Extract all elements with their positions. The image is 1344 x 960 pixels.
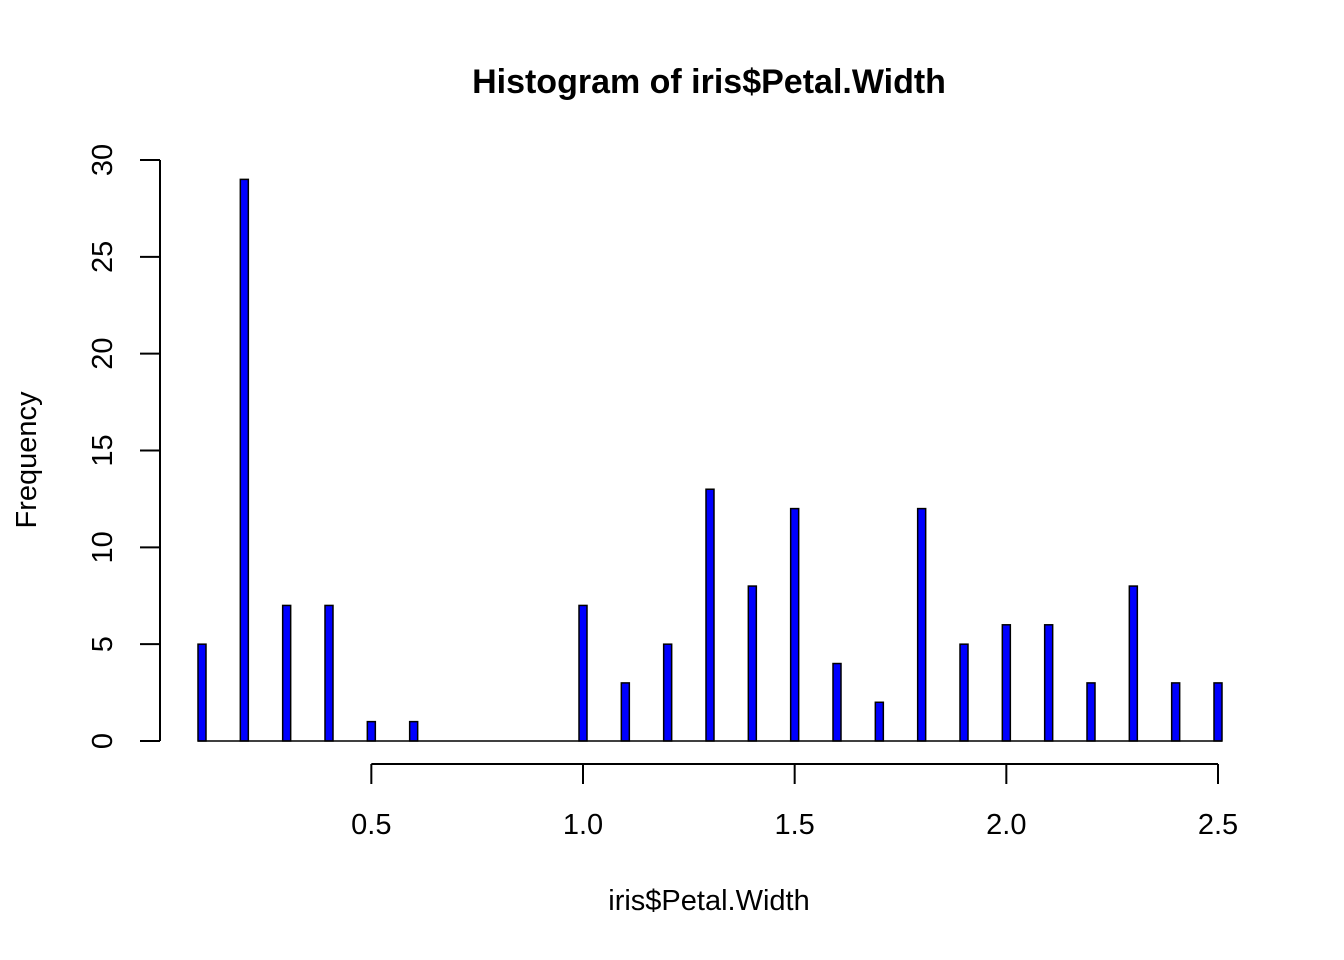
- histogram-bar: [662, 643, 673, 742]
- histogram-bar: [874, 701, 885, 742]
- x-tick-label: 0.5: [351, 809, 391, 841]
- y-tick-label: 15: [87, 434, 119, 466]
- histogram-bar: [578, 604, 588, 742]
- histogram-bar: [324, 604, 334, 742]
- histogram-bar: [197, 643, 207, 742]
- y-tick-label: 30: [87, 144, 119, 176]
- chart-title: Histogram of iris$Petal.Width: [472, 63, 946, 101]
- y-axis-label: Frequency: [11, 391, 43, 529]
- histogram-bar: [916, 507, 927, 742]
- bars-group: [197, 178, 1223, 742]
- y-tick-label: 0: [87, 733, 119, 749]
- y-axis: 0 5 10 15 20 25 30: [87, 144, 161, 749]
- x-tick-label: 1.5: [775, 809, 815, 841]
- x-axis-label: iris$Petal.Width: [608, 885, 809, 917]
- histogram-bar: [705, 488, 715, 742]
- histogram-bar: [1086, 682, 1096, 742]
- y-tick-label: 10: [87, 531, 119, 563]
- x-tick-label: 1.0: [563, 809, 603, 841]
- histogram-bar: [366, 720, 377, 742]
- x-axis: 0.5 1.0 1.5 2.0 2.5: [351, 763, 1238, 841]
- y-tick-label: 20: [87, 338, 119, 370]
- histogram-bar: [747, 585, 758, 742]
- histogram-bar: [832, 662, 842, 742]
- y-tick-label: 25: [87, 241, 119, 273]
- histogram-bar: [1001, 624, 1012, 742]
- histogram-bar: [1128, 585, 1139, 742]
- histogram-bar: [1170, 682, 1181, 742]
- histogram-bar: [620, 682, 631, 742]
- x-tick-label: 2.5: [1198, 809, 1238, 841]
- x-tick-label: 2.0: [986, 809, 1026, 841]
- y-tick-label: 5: [87, 636, 119, 652]
- histogram-bar: [1043, 624, 1054, 742]
- histogram-bar: [239, 178, 250, 742]
- histogram-bar: [408, 720, 419, 742]
- histogram-bar: [959, 643, 969, 742]
- histogram-bar: [789, 507, 800, 742]
- histogram-bar: [1213, 682, 1223, 742]
- histogram-bar: [281, 604, 292, 742]
